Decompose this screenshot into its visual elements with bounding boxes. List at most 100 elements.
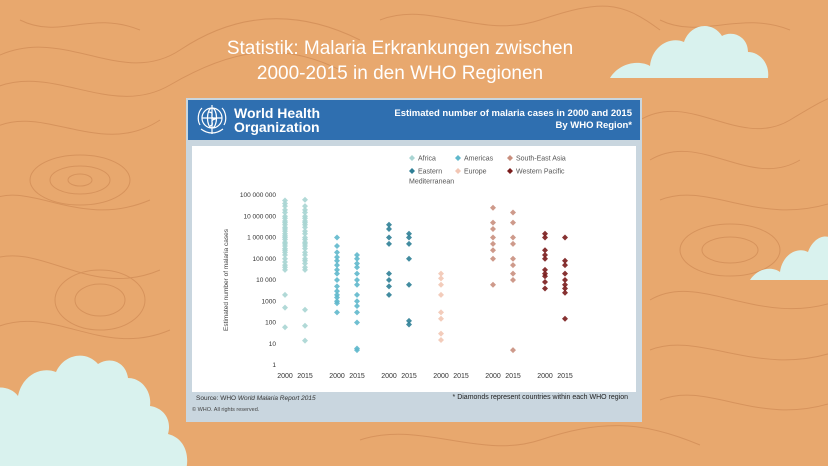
x-tick-label: 2015 (297, 373, 313, 380)
slide-title-line2: 2000-2015 in den WHO Regionen (256, 63, 544, 84)
data-point-diamond (354, 264, 360, 271)
data-point-diamond (354, 309, 360, 316)
x-tick-label: 2000 (381, 373, 397, 380)
data-point-diamond (406, 321, 412, 328)
x-tick-label: 2015 (505, 373, 521, 380)
data-point-diamond (562, 289, 568, 296)
data-point-diamond (406, 234, 412, 241)
data-point-diamond (490, 226, 496, 233)
data-point-diamond (354, 291, 360, 298)
cloud-bottom-left (0, 355, 188, 466)
data-point-diamond (542, 252, 548, 259)
data-point-diamond (302, 230, 308, 237)
x-tick-label: 2000 (433, 373, 449, 380)
data-point-diamond (490, 240, 496, 247)
data-point-diamond (562, 285, 568, 292)
x-tick-label: 2000 (537, 373, 553, 380)
data-point-diamond (562, 234, 568, 241)
data-point-diamond (542, 279, 548, 286)
data-point-diamond (438, 309, 444, 316)
data-point-diamond (302, 209, 308, 216)
data-point-diamond (562, 257, 568, 264)
data-point-diamond (354, 319, 360, 326)
x-tick-label: 2000 (329, 373, 345, 380)
legend-label: South-East Asia (516, 156, 566, 163)
y-tick-label: 10 (269, 341, 277, 348)
data-point-diamond (438, 281, 444, 288)
data-point-diamond (510, 277, 516, 283)
data-point-diamond (302, 203, 308, 210)
data-point-diamond (542, 255, 548, 262)
source-prefix: Source: WHO (196, 395, 238, 402)
data-point-diamond (386, 270, 392, 277)
legend-label: Western Pacific (516, 169, 565, 176)
data-point-diamond (490, 204, 496, 211)
data-point-diamond (542, 266, 548, 273)
data-point-diamond (282, 304, 288, 311)
data-point-diamond (354, 298, 360, 305)
chart-title-line1: Estimated number of malaria cases in 200… (394, 108, 632, 119)
data-point-diamond (386, 240, 392, 247)
data-point-diamond (562, 270, 568, 277)
legend-marker (507, 168, 513, 174)
data-point-diamond (354, 302, 360, 309)
data-point-diamond (386, 234, 392, 241)
data-point-diamond (386, 291, 392, 298)
data-point-diamond (282, 291, 288, 298)
data-point-diamond (282, 266, 288, 273)
data-point-diamond (302, 224, 308, 231)
data-point-diamond (542, 234, 548, 241)
data-point-diamond (334, 294, 340, 301)
data-point-diamond (302, 306, 308, 313)
data-point-diamond (334, 234, 340, 241)
data-point-diamond (302, 322, 308, 329)
x-tick-label: 2015 (453, 373, 469, 380)
data-point-diamond (334, 257, 340, 264)
data-point-diamond (386, 221, 392, 228)
data-point-diamond (438, 275, 444, 282)
data-point-diamond (542, 247, 548, 254)
data-point-diamond (282, 255, 288, 262)
data-point-diamond (490, 219, 496, 226)
chart-subtitle: By WHO Region* (555, 120, 632, 131)
x-tick-label: 2015 (349, 373, 365, 380)
legend-marker (409, 155, 415, 161)
data-point-diamond (490, 247, 496, 254)
source-note: Source: WHO World Malaria Report 2015 (196, 395, 316, 402)
data-point-diamond (302, 260, 308, 267)
data-point-diamond (510, 219, 516, 226)
data-point-diamond (354, 252, 360, 259)
data-point-diamond (334, 266, 340, 273)
slide-title: Statistik: Malaria Erkrankungen zwischen… (150, 36, 650, 86)
data-point-diamond (406, 240, 412, 247)
data-point-diamond (302, 245, 308, 252)
y-tick-label: 1 000 000 (247, 235, 276, 242)
x-tick-label: 2015 (557, 373, 573, 380)
data-point-diamond (562, 281, 568, 288)
y-tick-label: 1 (272, 362, 276, 369)
data-point-diamond (334, 288, 340, 295)
data-point-diamond (334, 283, 340, 290)
diamond-note: * Diamonds represent countries within ea… (452, 394, 628, 401)
data-point-diamond (302, 252, 308, 259)
data-point-diamond (334, 249, 340, 256)
data-point-diamond (438, 337, 444, 344)
data-point-diamond (438, 270, 444, 277)
data-point-diamond (282, 259, 288, 266)
legend-label: Eastern (418, 169, 442, 176)
data-point-diamond (510, 209, 516, 216)
data-point-diamond (490, 255, 496, 262)
legend-label: Africa (418, 156, 436, 163)
cloud-right (750, 236, 828, 280)
slide-title-line1: Statistik: Malaria Erkrankungen zwischen (226, 38, 574, 59)
data-point-diamond (510, 240, 516, 247)
data-point-diamond (334, 242, 340, 249)
data-point-diamond (334, 300, 340, 307)
data-point-diamond (302, 196, 308, 203)
data-point-diamond (438, 330, 444, 337)
who-emblem-icon (197, 105, 227, 134)
x-tick-label: 2000 (277, 373, 293, 380)
data-point-diamond (334, 270, 340, 277)
data-point-diamond (386, 283, 392, 290)
data-point-diamond (406, 255, 412, 262)
